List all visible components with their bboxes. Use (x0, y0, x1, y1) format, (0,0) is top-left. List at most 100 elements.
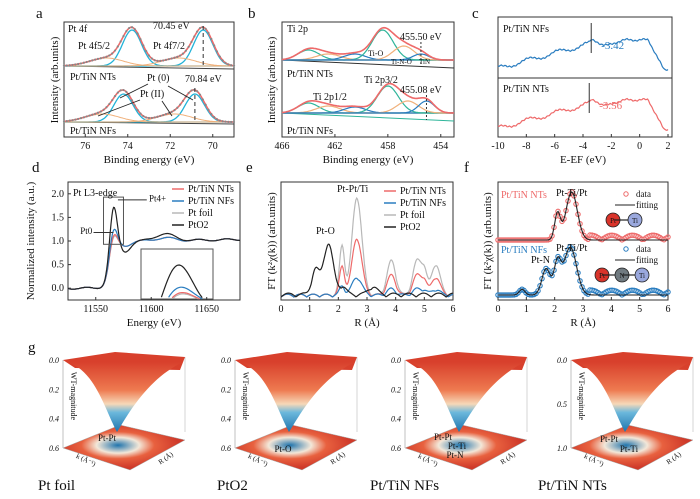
fit-pt2-72-top (64, 57, 235, 67)
data-point (94, 112, 97, 115)
data-point (545, 267, 551, 273)
panel-letter-c: c (472, 6, 479, 22)
data-point (136, 108, 139, 112)
x-axis-label: Energy (eV) (127, 317, 182, 329)
data-point (204, 103, 207, 106)
y-tick-label: 1.5 (52, 212, 65, 223)
x-tick-label: 11650 (194, 304, 219, 315)
data-point (145, 116, 148, 119)
x-tick-label: 6 (451, 304, 456, 315)
data-point (207, 31, 210, 35)
panel-letter-e: e (246, 160, 253, 176)
wt-label: Pt-Pt (98, 433, 117, 443)
x-axis-label: R (Å) (354, 317, 380, 329)
data-point (153, 59, 156, 62)
z-tick-label: 0.0 (557, 356, 567, 365)
atom-ti (634, 267, 650, 283)
legend-label: Pt/TiN NFs (188, 196, 234, 207)
data-point (139, 112, 142, 115)
x-tick-label: -4 (579, 141, 587, 152)
legend-data-marker (623, 246, 629, 252)
x-tick-label: 0 (496, 304, 501, 315)
sample-label: Pt/TiN NTs (503, 84, 549, 95)
data-point (173, 56, 176, 59)
data-point (119, 89, 122, 92)
data-point (108, 102, 111, 106)
data-point (130, 26, 134, 29)
x-tick-label: 3 (581, 304, 586, 315)
data-point (181, 52, 185, 55)
ft-pt-tin-nts (280, 238, 454, 298)
data-point (105, 106, 108, 109)
y-axis-label: Intensity (arb.units) (266, 36, 278, 123)
data-point (164, 58, 168, 61)
atom-label: N (619, 272, 624, 280)
data-point (539, 275, 545, 282)
data-point (210, 112, 213, 116)
data-point (119, 40, 122, 43)
legend-label: Pt/TiN NTs (188, 184, 234, 195)
z-tick-label: 0.2 (391, 385, 401, 394)
sample-label: Pt/TiN NTs (501, 190, 547, 201)
data-point (549, 272, 555, 279)
legend-label: Pt/TiN NFs (400, 198, 446, 209)
fit-pt2-72-bottom (64, 113, 234, 123)
data-point (142, 114, 145, 118)
data-point (230, 120, 233, 124)
label-ti-2p12: Ti 2p1/2 (313, 92, 347, 103)
legend-label: Pt/TiN NTs (400, 186, 446, 197)
data-point (102, 56, 105, 59)
label-peak-bottom: 455.08 eV (400, 85, 442, 96)
atom-ti (627, 212, 643, 228)
x-tick-label: 5 (637, 304, 642, 315)
label-peak-bottom: 70.84 eV (185, 74, 222, 85)
x-axis-label: Binding energy (eV) (104, 154, 195, 166)
data-point (128, 26, 131, 30)
label-sample-bottom: Pt/TiN NFs (70, 126, 116, 137)
data-point (563, 252, 569, 259)
label-orbital: Pt 4f (68, 24, 88, 35)
label-sample-bottom: Pt/TiN NFs (287, 126, 333, 137)
wt-funnel (409, 362, 525, 432)
x-axis-label: E-EF (eV) (560, 154, 606, 166)
wt-label: Pt-Ti (620, 444, 639, 454)
fit-component-top (282, 53, 454, 61)
atom-label: Ti (639, 272, 645, 280)
x-tick-label: 2 (552, 304, 557, 315)
data-point (179, 54, 182, 57)
data-point (179, 103, 182, 106)
data-point (215, 50, 219, 53)
data-point (213, 115, 216, 119)
data-point (210, 37, 213, 41)
wt-plot-title: Pt foil (38, 478, 75, 494)
label-pt4: Pt4+ (149, 193, 166, 203)
label-pt0: Pt0 (80, 226, 93, 236)
data-point (196, 30, 199, 33)
data-point (79, 62, 83, 65)
data-point (125, 90, 128, 93)
x-tick-label: -8 (522, 141, 530, 152)
x-tick-label: 1 (307, 304, 312, 315)
data-point (153, 116, 156, 119)
data-point (125, 30, 128, 33)
data-point (102, 108, 105, 111)
legend-data-label: data (636, 189, 651, 199)
annotation-arrow (119, 83, 149, 99)
x-tick-label: -6 (550, 141, 558, 152)
panel-letter-b: b (248, 6, 256, 22)
wt-funnel (67, 362, 183, 432)
panel-a-frame (63, 21, 235, 138)
data-point (201, 98, 204, 101)
label-pt4f72: Pt 4f7/2 (153, 41, 185, 52)
data-point (116, 91, 119, 94)
x-tick-label: 6 (666, 304, 671, 315)
data-point (156, 59, 159, 63)
x-tick-label: 1 (524, 304, 529, 315)
label-sample-top: Pt/TiN NTs (287, 69, 333, 80)
label-pt-o: Pt-O (316, 226, 335, 237)
legend-data-marker (623, 191, 629, 197)
data-point (227, 63, 230, 66)
wt-floor (234, 424, 358, 471)
data-point (167, 58, 170, 61)
